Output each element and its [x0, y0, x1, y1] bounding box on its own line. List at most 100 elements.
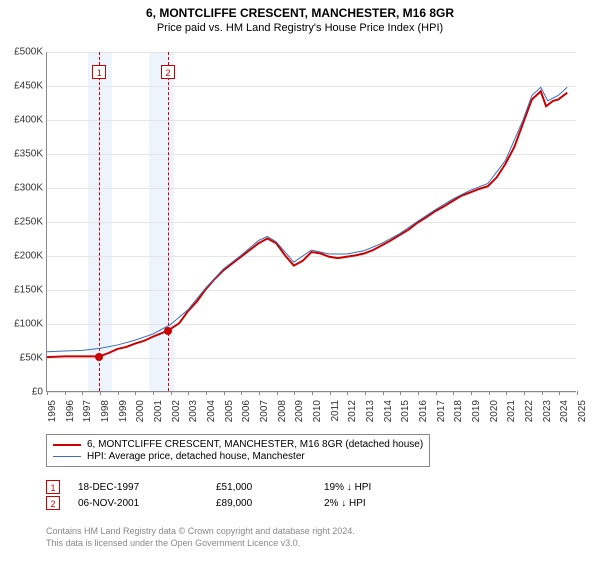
xtick-mark	[206, 391, 207, 395]
xtick-mark	[383, 391, 384, 395]
ytick-label: £250K	[1, 217, 43, 228]
chart-title: 6, MONTCLIFFE CRESCENT, MANCHESTER, M16 …	[0, 6, 600, 20]
xtick-label: 2020	[489, 400, 500, 436]
xtick-label: 1999	[118, 400, 129, 436]
xtick-label: 2018	[453, 400, 464, 436]
xtick-mark	[277, 391, 278, 395]
xtick-mark	[294, 391, 295, 395]
series-property	[47, 91, 567, 357]
xtick-label: 2000	[135, 400, 146, 436]
xtick-label: 2017	[436, 400, 447, 436]
xtick-label: 2007	[259, 400, 270, 436]
sales-date: 18-DEC-1997	[78, 482, 198, 493]
ytick-label: £150K	[1, 285, 43, 296]
sales-price: £51,000	[216, 482, 306, 493]
xtick-label: 2001	[153, 400, 164, 436]
sales-price: £89,000	[216, 498, 306, 509]
xtick-mark	[118, 391, 119, 395]
xtick-mark	[47, 391, 48, 395]
xtick-mark	[506, 391, 507, 395]
xtick-mark	[65, 391, 66, 395]
sales-pct: 19% ↓ HPI	[324, 482, 434, 493]
sales-date: 06-NOV-2001	[78, 498, 198, 509]
attribution-line1: Contains HM Land Registry data © Crown c…	[46, 526, 355, 538]
ytick-label: £350K	[1, 149, 43, 160]
legend-label: 6, MONTCLIFFE CRESCENT, MANCHESTER, M16 …	[87, 439, 423, 450]
xtick-label: 2023	[542, 400, 553, 436]
xtick-mark	[241, 391, 242, 395]
ytick-label: £300K	[1, 183, 43, 194]
attribution: Contains HM Land Registry data © Crown c…	[46, 526, 355, 549]
legend-swatch	[53, 444, 81, 446]
xtick-label: 2004	[206, 400, 217, 436]
xtick-label: 2024	[559, 400, 570, 436]
xtick-mark	[577, 391, 578, 395]
legend-label: HPI: Average price, detached house, Manc…	[87, 451, 305, 462]
xtick-label: 2005	[224, 400, 235, 436]
xtick-label: 1998	[100, 400, 111, 436]
ytick-label: £400K	[1, 115, 43, 126]
sales-row: 1 18-DEC-1997 £51,000 19% ↓ HPI	[46, 480, 576, 494]
xtick-mark	[418, 391, 419, 395]
xtick-mark	[82, 391, 83, 395]
series-hpi	[47, 87, 567, 351]
xtick-label: 2015	[400, 400, 411, 436]
xtick-label: 2008	[277, 400, 288, 436]
legend-row: HPI: Average price, detached house, Manc…	[53, 451, 423, 462]
xtick-mark	[135, 391, 136, 395]
xtick-label: 2006	[241, 400, 252, 436]
xtick-label: 2013	[365, 400, 376, 436]
xtick-mark	[471, 391, 472, 395]
sales-pct: 2% ↓ HPI	[324, 498, 434, 509]
xtick-label: 2022	[524, 400, 535, 436]
ytick-label: £0	[1, 387, 43, 398]
xtick-label: 2012	[347, 400, 358, 436]
plot-region: £0£50K£100K£150K£200K£250K£300K£350K£400…	[46, 52, 576, 392]
ytick-label: £50K	[1, 353, 43, 364]
xtick-label: 1996	[65, 400, 76, 436]
xtick-label: 2025	[577, 400, 588, 436]
ytick-label: £500K	[1, 47, 43, 58]
xtick-mark	[400, 391, 401, 395]
xtick-mark	[153, 391, 154, 395]
xtick-mark	[171, 391, 172, 395]
legend-row: 6, MONTCLIFFE CRESCENT, MANCHESTER, M16 …	[53, 439, 423, 450]
xtick-mark	[489, 391, 490, 395]
sales-marker: 2	[46, 496, 60, 510]
xtick-mark	[330, 391, 331, 395]
xtick-label: 2014	[383, 400, 394, 436]
ytick-label: £100K	[1, 319, 43, 330]
xtick-label: 2011	[330, 400, 341, 436]
xtick-label: 1997	[82, 400, 93, 436]
series-svg	[47, 52, 576, 391]
xtick-mark	[347, 391, 348, 395]
xtick-mark	[188, 391, 189, 395]
legend: 6, MONTCLIFFE CRESCENT, MANCHESTER, M16 …	[46, 434, 430, 467]
xtick-mark	[224, 391, 225, 395]
legend-swatch	[53, 456, 81, 457]
xtick-label: 2021	[506, 400, 517, 436]
sales-marker: 1	[46, 480, 60, 494]
chart-area: £0£50K£100K£150K£200K£250K£300K£350K£400…	[46, 52, 576, 392]
attribution-line2: This data is licensed under the Open Gov…	[46, 538, 355, 550]
xtick-label: 2003	[188, 400, 199, 436]
sales-row: 2 06-NOV-2001 £89,000 2% ↓ HPI	[46, 496, 576, 510]
xtick-mark	[312, 391, 313, 395]
xtick-mark	[453, 391, 454, 395]
chart-subtitle: Price paid vs. HM Land Registry's House …	[0, 22, 600, 34]
xtick-label: 2016	[418, 400, 429, 436]
xtick-label: 2002	[171, 400, 182, 436]
xtick-label: 2019	[471, 400, 482, 436]
xtick-mark	[365, 391, 366, 395]
xtick-label: 2010	[312, 400, 323, 436]
xtick-mark	[259, 391, 260, 395]
xtick-label: 2009	[294, 400, 305, 436]
xtick-mark	[524, 391, 525, 395]
ytick-label: £200K	[1, 251, 43, 262]
xtick-mark	[542, 391, 543, 395]
xtick-label: 1995	[47, 400, 58, 436]
xtick-mark	[559, 391, 560, 395]
sales-table: 1 18-DEC-1997 £51,000 19% ↓ HPI 2 06-NOV-2001…	[46, 478, 576, 512]
ytick-label: £450K	[1, 81, 43, 92]
xtick-mark	[436, 391, 437, 395]
